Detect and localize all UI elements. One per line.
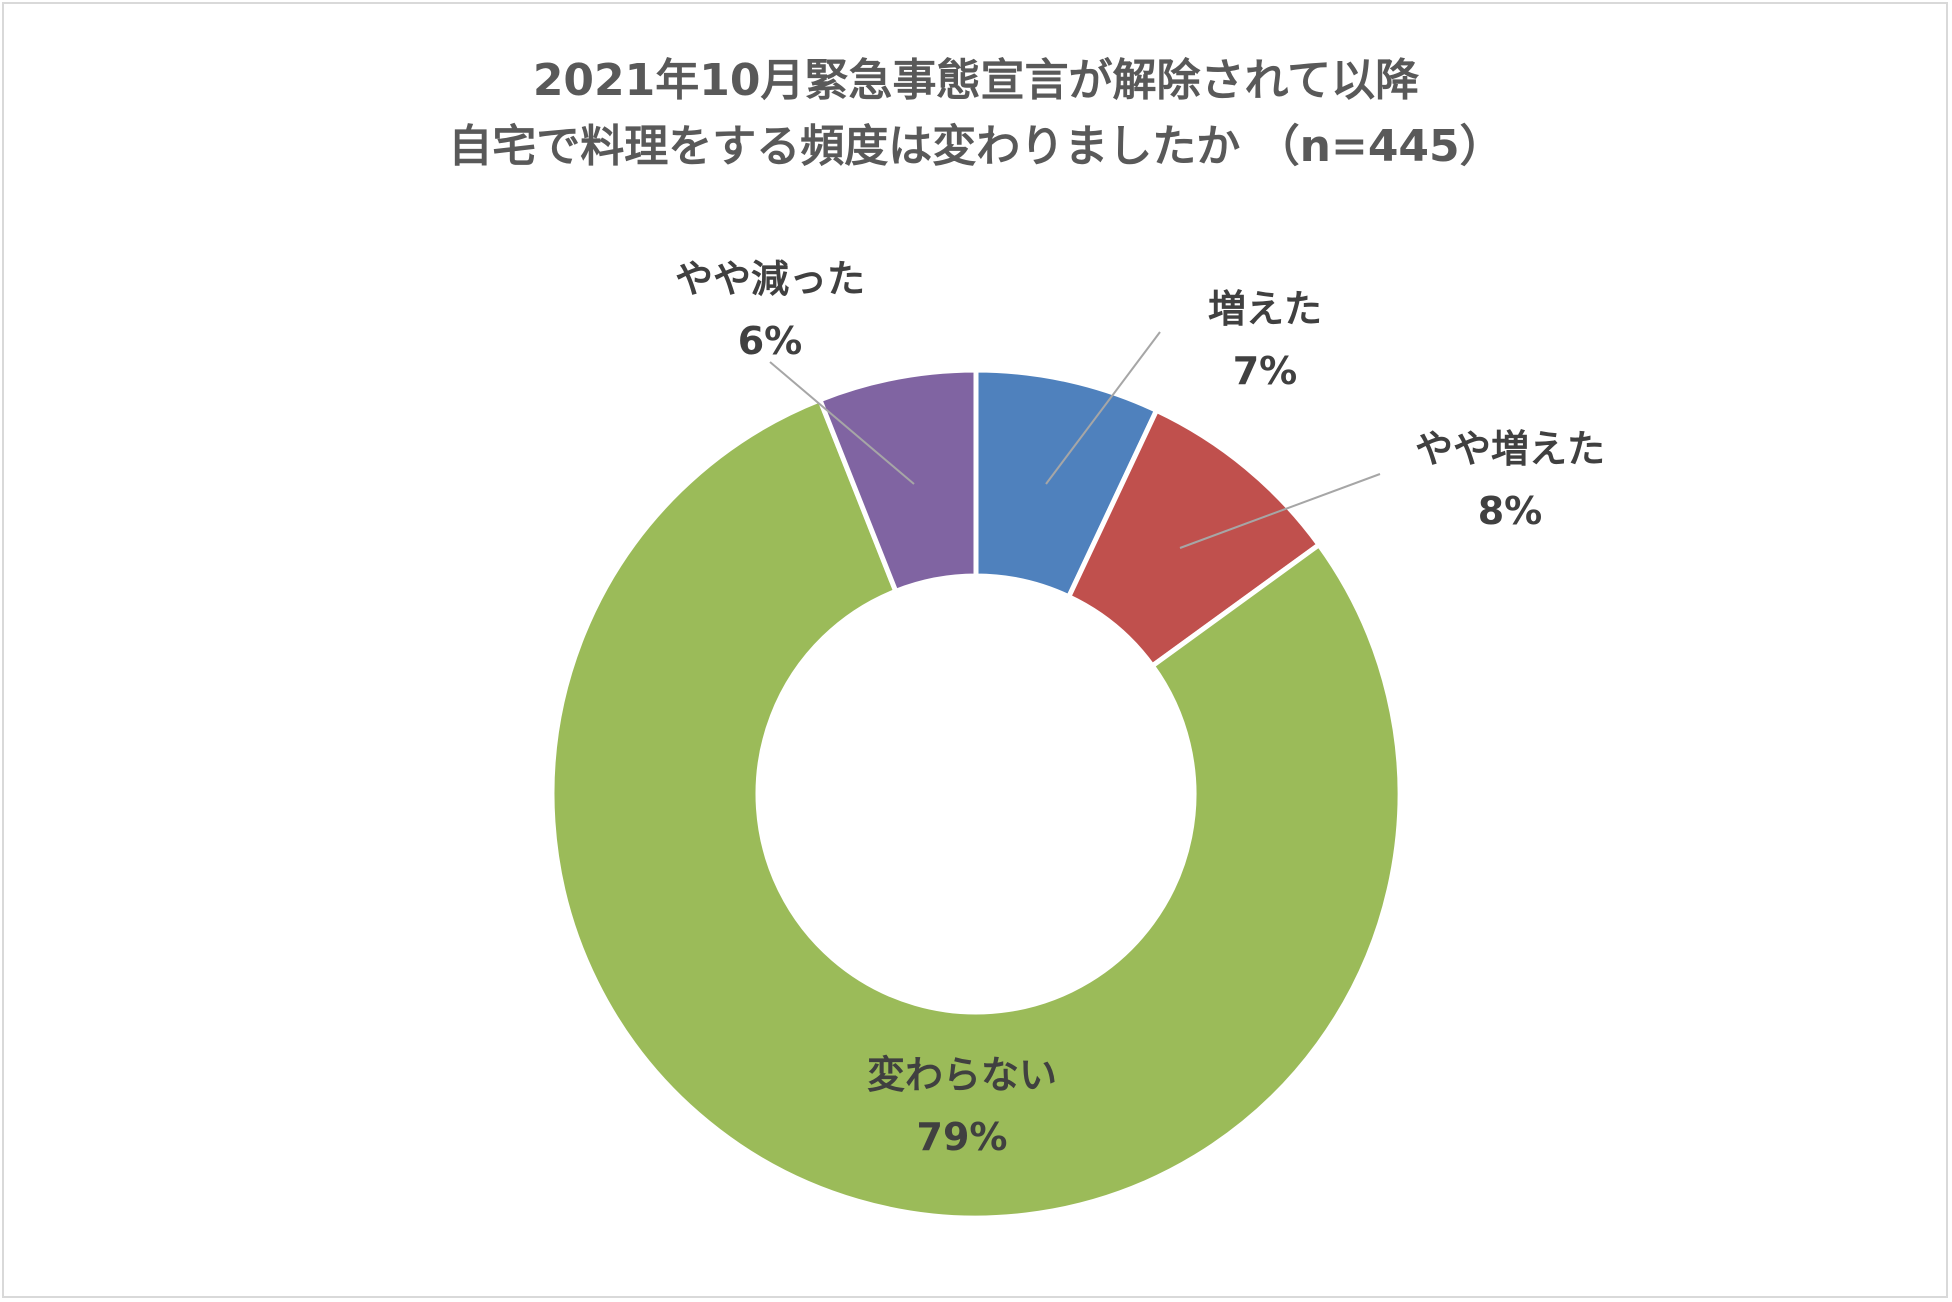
- chart-title-line-2: 自宅で料理をする頻度は変わりましたか （n=445）: [448, 121, 1504, 172]
- value-label-1: 7%: [1233, 349, 1298, 393]
- value-label-2: 8%: [1478, 489, 1543, 533]
- slice-3: [549, 396, 1403, 1221]
- value-label-3: 79%: [917, 1115, 1008, 1159]
- slice-4: [816, 367, 979, 595]
- data-labels: 増えた 7% やや増えた 8% 変わらない 79% やや減った 6%: [675, 257, 1605, 1159]
- leader-line-2: [1179, 473, 1381, 549]
- chart-title: 2021年10月緊急事態宣言が解除されて以降 自宅で料理をする頻度は変わりました…: [0, 48, 1952, 180]
- category-label-4: やや減った: [675, 257, 865, 301]
- donut-slices: [549, 367, 1403, 1221]
- leader-lines: [769, 331, 1381, 549]
- category-label-2: やや増えた: [1415, 427, 1605, 471]
- value-label-4: 6%: [738, 319, 803, 363]
- category-label-1: 増えた: [1208, 287, 1322, 331]
- leader-line-4: [769, 361, 915, 485]
- chart-title-line-1: 2021年10月緊急事態宣言が解除されて以降: [532, 55, 1420, 106]
- category-label-3: 変わらない: [867, 1053, 1057, 1097]
- leader-line-1: [1045, 331, 1161, 485]
